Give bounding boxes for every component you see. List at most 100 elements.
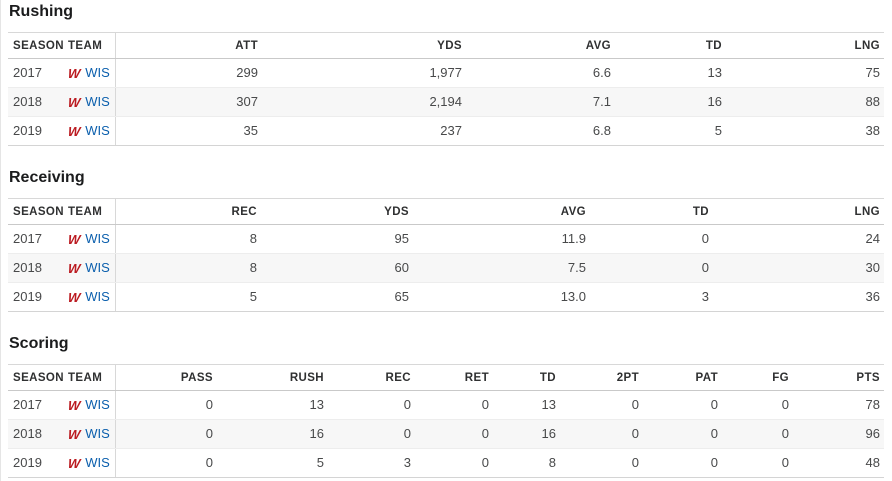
- stat-cell: 5: [115, 282, 261, 312]
- table-row: 2017 W WIS 0 13 0 0 13 0 0 0 78: [8, 390, 884, 420]
- stat-cell: 16: [217, 419, 328, 449]
- stat-cell: 38: [726, 116, 884, 146]
- stat-cell: 0: [722, 390, 793, 420]
- stat-cell: 0: [115, 390, 217, 420]
- table-row: 2019 W WIS 5 65 13.0 3 36: [8, 282, 884, 312]
- column-header-pat: PAT: [643, 364, 722, 391]
- stat-cell: 3: [590, 282, 713, 312]
- team-link[interactable]: WIS: [85, 94, 110, 109]
- stat-cell: 3: [328, 448, 415, 478]
- table-row: 2017 W WIS 8 95 11.9 0 24: [8, 224, 884, 254]
- column-header-team: TEAM: [66, 198, 116, 225]
- wisconsin-motion-w-icon: W: [67, 94, 81, 110]
- team-link[interactable]: WIS: [85, 260, 110, 275]
- column-header-lng: LNG: [713, 198, 884, 225]
- team-cell: W WIS: [66, 419, 116, 449]
- wisconsin-motion-w-icon: W: [67, 260, 81, 276]
- stat-cell: 96: [793, 419, 884, 449]
- stat-cell: 7.5: [413, 253, 590, 283]
- column-header-avg: AVG: [466, 32, 615, 59]
- stat-cell: 0: [415, 390, 493, 420]
- scoring-table: SEASON TEAM PASS RUSH REC RET TD 2PT PAT FG PTS 201…: [8, 364, 884, 478]
- team-cell: W WIS: [66, 282, 116, 312]
- stat-cell: 13: [217, 390, 328, 420]
- rushing-section: Rushing SEASON TEAM ATT YDS AVG TD LNG 2017 W WIS…: [8, 3, 884, 146]
- stat-cell: 30: [713, 253, 884, 283]
- stat-cell: 0: [415, 419, 493, 449]
- column-header-td: TD: [493, 364, 560, 391]
- stat-cell: 0: [560, 419, 643, 449]
- team-link[interactable]: WIS: [85, 289, 110, 304]
- stat-cell: 95: [261, 224, 413, 254]
- column-header-rec: REC: [328, 364, 415, 391]
- receiving-section: Receiving SEASON TEAM REC YDS AVG TD LNG 2017 W W…: [8, 169, 884, 312]
- rushing-table: SEASON TEAM ATT YDS AVG TD LNG 2017 W WIS 299 1,977…: [8, 32, 884, 146]
- wisconsin-motion-w-icon: W: [67, 289, 81, 305]
- scoring-section-title: Scoring: [9, 335, 69, 352]
- wisconsin-motion-w-icon: W: [67, 426, 81, 442]
- table-row: 2019 W WIS 0 5 3 0 8 0 0 0 48: [8, 448, 884, 478]
- team-link[interactable]: WIS: [85, 426, 110, 441]
- stat-cell: 0: [115, 419, 217, 449]
- stat-cell: 8: [493, 448, 560, 478]
- stat-cell: 0: [328, 419, 415, 449]
- column-header-avg: AVG: [413, 198, 590, 225]
- receiving-section-title: Receiving: [9, 169, 85, 186]
- stat-cell: 35: [115, 116, 262, 146]
- stat-cell: 16: [493, 419, 560, 449]
- table-row: 2017 W WIS 299 1,977 6.6 13 75: [8, 58, 884, 88]
- stat-cell: 16: [615, 87, 726, 117]
- stat-cell: 0: [722, 419, 793, 449]
- team-link[interactable]: WIS: [85, 455, 110, 470]
- table-row: 2018 W WIS 8 60 7.5 0 30: [8, 253, 884, 283]
- team-link[interactable]: WIS: [85, 397, 110, 412]
- team-cell: W WIS: [66, 58, 116, 88]
- column-header-td: TD: [590, 198, 713, 225]
- column-header-team: TEAM: [66, 32, 116, 59]
- stat-cell: 48: [793, 448, 884, 478]
- stat-cell: 0: [115, 448, 217, 478]
- stat-cell: 1,977: [262, 58, 466, 88]
- stat-cell: 307: [115, 87, 262, 117]
- scoring-section: Scoring SEASON TEAM PASS RUSH REC RET TD 2PT PAT…: [8, 335, 884, 478]
- season-cell: 2018: [8, 87, 66, 117]
- stat-cell: 0: [590, 253, 713, 283]
- stat-cell: 65: [261, 282, 413, 312]
- column-header-pts: PTS: [793, 364, 884, 391]
- column-header-team: TEAM: [66, 364, 116, 391]
- column-header-fg: FG: [722, 364, 793, 391]
- team-link[interactable]: WIS: [85, 123, 110, 138]
- team-link[interactable]: WIS: [85, 231, 110, 246]
- table-row: 2019 W WIS 35 237 6.8 5 38: [8, 116, 884, 146]
- stat-cell: 237: [262, 116, 466, 146]
- season-cell: 2017: [8, 390, 66, 420]
- stat-cell: 11.9: [413, 224, 590, 254]
- wisconsin-motion-w-icon: W: [67, 397, 81, 413]
- stat-cell: 13: [615, 58, 726, 88]
- wisconsin-motion-w-icon: W: [67, 455, 81, 471]
- stat-cell: 8: [115, 224, 261, 254]
- stat-cell: 7.1: [466, 87, 615, 117]
- column-header-rec: REC: [115, 198, 261, 225]
- column-header-lng: LNG: [726, 32, 884, 59]
- stat-cell: 8: [115, 253, 261, 283]
- stat-cell: 6.6: [466, 58, 615, 88]
- stat-cell: 78: [793, 390, 884, 420]
- wisconsin-motion-w-icon: W: [67, 65, 81, 81]
- wisconsin-motion-w-icon: W: [67, 231, 81, 247]
- column-header-yds: YDS: [262, 32, 466, 59]
- stat-cell: 0: [590, 224, 713, 254]
- stat-cell: 0: [560, 448, 643, 478]
- season-cell: 2019: [8, 282, 66, 312]
- stat-cell: 0: [643, 390, 722, 420]
- column-header-season: SEASON: [8, 364, 66, 391]
- stat-cell: 24: [713, 224, 884, 254]
- season-cell: 2017: [8, 58, 66, 88]
- team-link[interactable]: WIS: [85, 65, 110, 80]
- season-cell: 2018: [8, 253, 66, 283]
- season-cell: 2019: [8, 448, 66, 478]
- receiving-table: SEASON TEAM REC YDS AVG TD LNG 2017 W WIS 8 95 11.9 0…: [8, 198, 884, 312]
- wisconsin-motion-w-icon: W: [67, 123, 81, 139]
- stat-cell: 0: [328, 390, 415, 420]
